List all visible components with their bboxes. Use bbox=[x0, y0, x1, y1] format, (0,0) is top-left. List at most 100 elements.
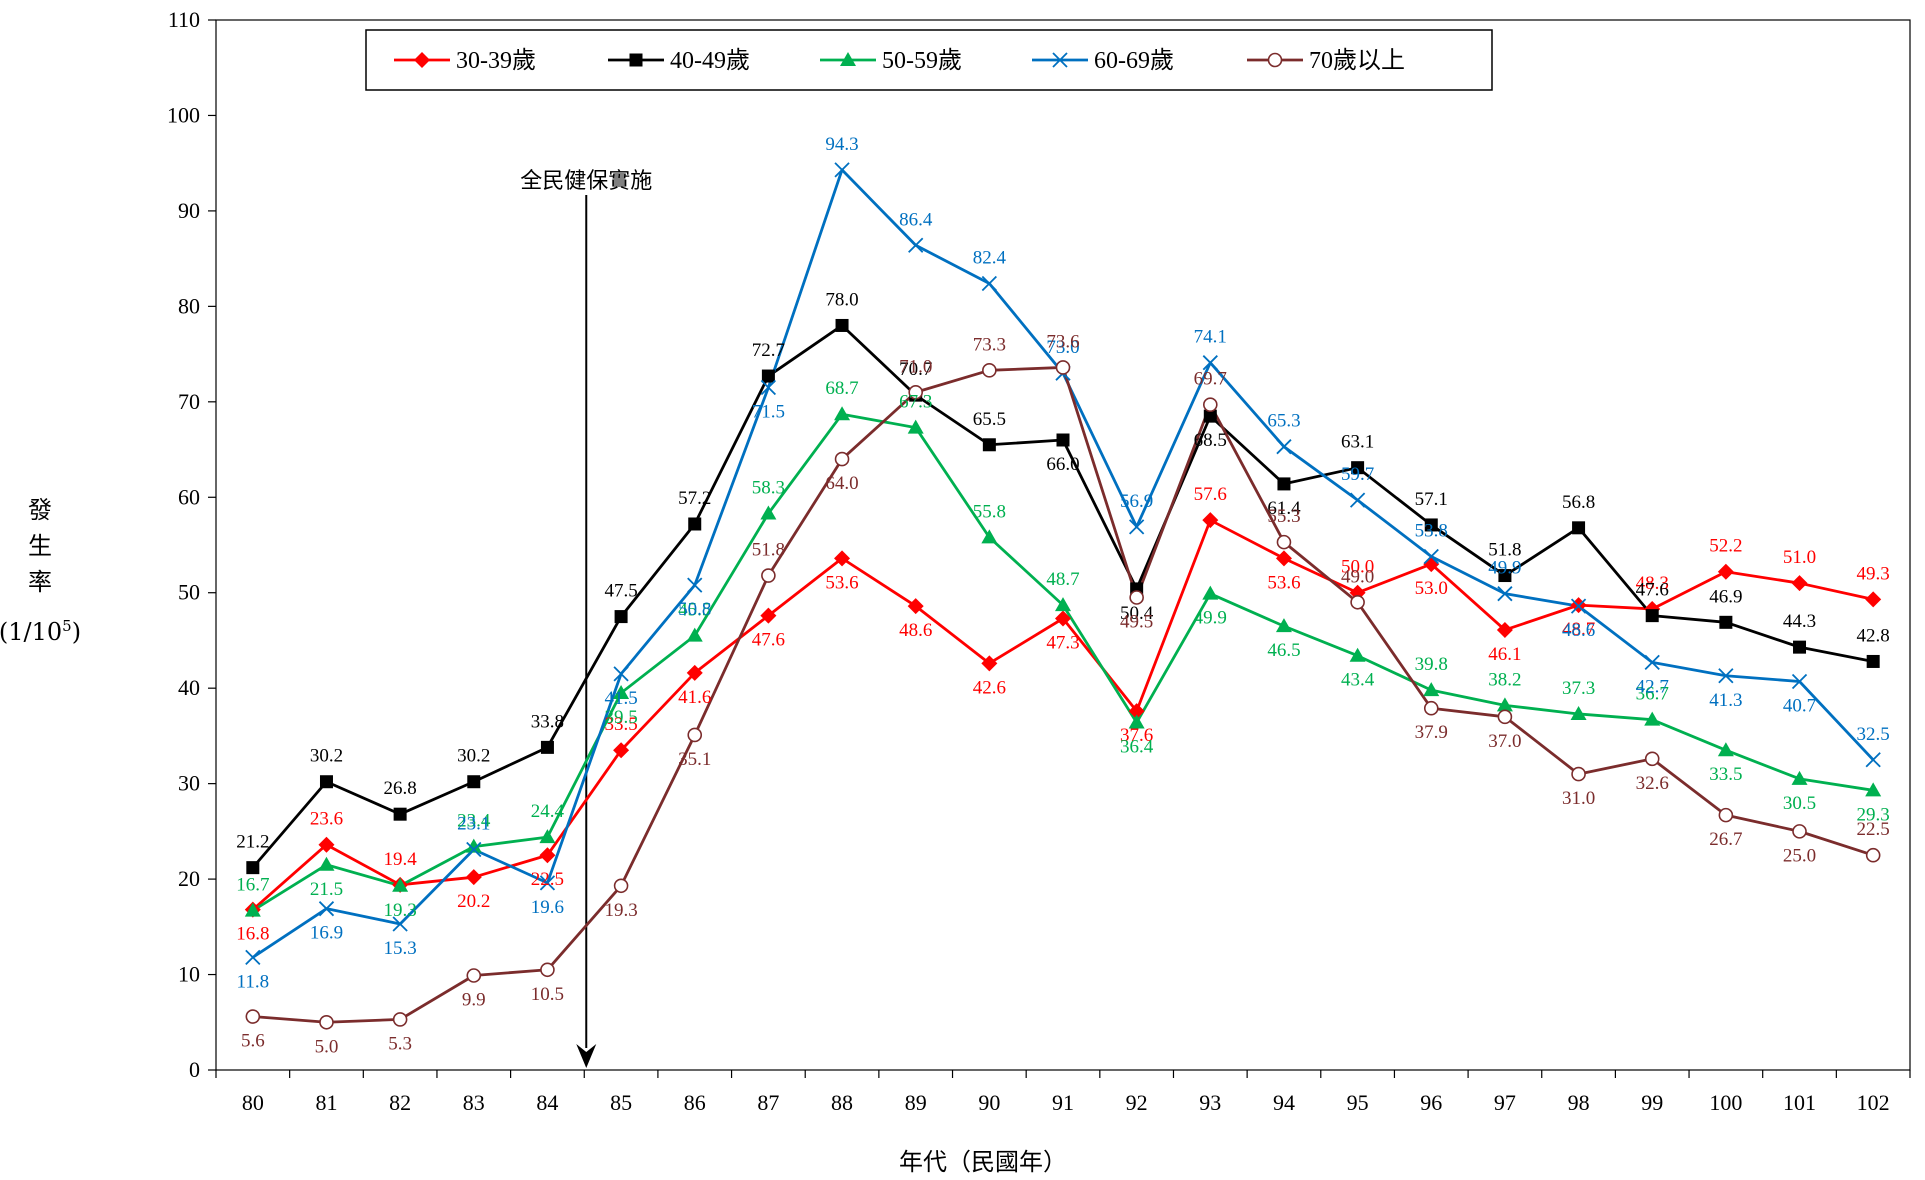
data-point bbox=[1793, 640, 1807, 654]
data-point bbox=[1866, 654, 1880, 668]
data-label: 37.3 bbox=[1562, 678, 1595, 699]
data-point bbox=[1128, 714, 1145, 729]
data-point bbox=[1423, 700, 1439, 716]
data-point bbox=[1865, 847, 1881, 863]
data-label: 24.4 bbox=[531, 801, 565, 822]
data-label: 21.2 bbox=[236, 832, 269, 853]
data-label: 10.5 bbox=[531, 984, 564, 1005]
y-tick-label: 40 bbox=[178, 675, 200, 700]
data-label: 41.6 bbox=[678, 687, 711, 708]
data-point bbox=[1791, 575, 1808, 592]
legend-marker bbox=[629, 53, 643, 67]
data-label: 5.3 bbox=[388, 1033, 412, 1054]
data-label: 15.3 bbox=[384, 938, 417, 959]
data-label: 30.2 bbox=[457, 746, 490, 767]
data-label: 5.6 bbox=[241, 1031, 265, 1052]
data-point bbox=[686, 664, 703, 681]
data-point bbox=[318, 856, 335, 871]
data-point bbox=[1056, 433, 1070, 447]
y-tick-label: 20 bbox=[178, 866, 200, 891]
data-point bbox=[688, 517, 702, 531]
data-label: 65.3 bbox=[1267, 411, 1300, 432]
data-label: 50.0 bbox=[1341, 557, 1374, 578]
y-tick-label: 90 bbox=[178, 198, 200, 223]
data-point bbox=[982, 363, 997, 378]
data-label: 48.6 bbox=[1562, 620, 1595, 641]
data-label: 82.4 bbox=[973, 247, 1007, 268]
data-point bbox=[687, 577, 703, 593]
x-tick-label: 80 bbox=[242, 1090, 264, 1115]
data-point bbox=[539, 829, 556, 844]
data-label: 25.0 bbox=[1783, 845, 1816, 866]
data-label: 38.2 bbox=[1488, 669, 1521, 690]
y-tick-label: 60 bbox=[178, 484, 200, 509]
data-label: 33.8 bbox=[531, 711, 564, 732]
data-point bbox=[1717, 563, 1734, 580]
data-label: 55.8 bbox=[973, 501, 1006, 522]
data-label: 58.3 bbox=[752, 478, 785, 499]
data-point bbox=[1202, 585, 1219, 600]
data-label: 57.1 bbox=[1415, 489, 1448, 510]
data-label: 65.5 bbox=[973, 409, 1006, 430]
y-tick-label: 10 bbox=[178, 962, 200, 987]
data-label: 73.0 bbox=[1046, 337, 1079, 358]
data-point bbox=[1349, 492, 1366, 508]
data-point bbox=[760, 607, 777, 624]
data-label: 16.7 bbox=[236, 875, 269, 896]
data-label: 50.4 bbox=[1120, 603, 1154, 624]
data-point bbox=[908, 237, 924, 253]
legend-box bbox=[365, 29, 1493, 91]
data-label: 70.7 bbox=[899, 359, 932, 380]
y-axis-title-unit: (1/105) bbox=[0, 617, 81, 646]
data-point bbox=[1277, 477, 1291, 491]
data-point bbox=[1276, 439, 1292, 455]
legend-label: 60-69歲 bbox=[1094, 47, 1174, 74]
y-tick-label: 30 bbox=[178, 771, 200, 796]
data-point bbox=[1055, 360, 1071, 375]
data-label: 47.3 bbox=[1046, 633, 1079, 654]
data-label: 86.4 bbox=[899, 209, 933, 230]
data-label: 51.8 bbox=[752, 540, 785, 561]
x-tick-label: 97 bbox=[1494, 1090, 1516, 1115]
data-label: 73.3 bbox=[973, 334, 1006, 355]
data-label: 53.6 bbox=[1267, 572, 1300, 593]
data-label: 44.3 bbox=[1783, 611, 1816, 632]
data-label: 30.5 bbox=[1783, 793, 1816, 814]
data-point bbox=[614, 610, 628, 624]
data-point bbox=[392, 877, 409, 892]
data-point bbox=[834, 550, 851, 567]
data-point bbox=[834, 451, 850, 467]
data-point bbox=[392, 1012, 408, 1027]
data-label: 55.3 bbox=[1267, 506, 1300, 527]
data-point bbox=[761, 369, 775, 383]
data-point bbox=[907, 598, 924, 615]
data-point bbox=[613, 666, 629, 682]
data-point bbox=[540, 962, 555, 978]
data-point bbox=[1865, 591, 1882, 608]
data-point bbox=[1349, 647, 1366, 662]
data-point bbox=[318, 901, 335, 917]
data-point bbox=[1496, 697, 1513, 712]
x-tick-label: 81 bbox=[315, 1090, 337, 1115]
data-point bbox=[1496, 621, 1513, 638]
data-point bbox=[1570, 598, 1587, 614]
data-point bbox=[981, 275, 997, 292]
data-label: 23.4 bbox=[457, 811, 491, 832]
data-label: 11.8 bbox=[237, 971, 270, 992]
data-point bbox=[465, 869, 482, 886]
data-point bbox=[1645, 609, 1659, 623]
legend-label: 70歲以上 bbox=[1309, 47, 1405, 74]
data-label: 48.7 bbox=[1562, 619, 1595, 640]
data-label: 45.5 bbox=[678, 600, 711, 621]
x-tick-label: 89 bbox=[905, 1090, 927, 1115]
data-label: 41.5 bbox=[604, 688, 637, 709]
data-label: 49.9 bbox=[1488, 558, 1521, 579]
data-label: 19.6 bbox=[531, 897, 564, 918]
data-point bbox=[245, 1009, 261, 1024]
data-label: 47.6 bbox=[752, 630, 785, 651]
legend-marker bbox=[414, 52, 430, 68]
data-point bbox=[1276, 534, 1292, 550]
y-tick-label: 50 bbox=[178, 580, 200, 605]
data-label: 5.0 bbox=[315, 1036, 339, 1057]
plot-frame bbox=[215, 19, 1911, 1071]
